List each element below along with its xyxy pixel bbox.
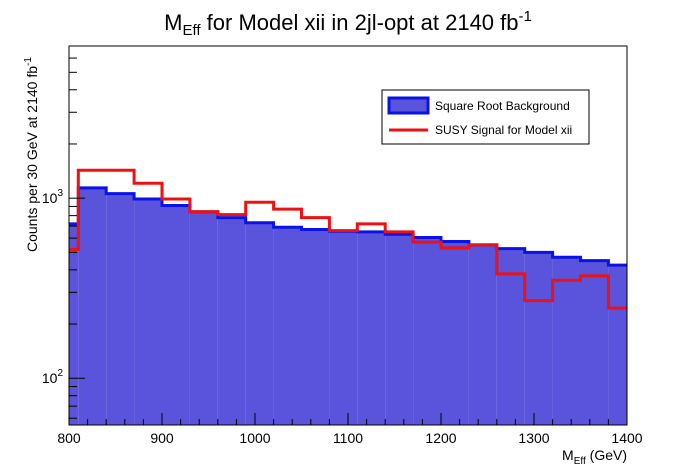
background-bar [106,193,135,425]
signal-line [69,168,627,310]
legend-label-signal: SUSY Signal for Model xii [435,123,572,137]
chart-title: MEff for Model xii in 2jl-opt at 2140 fb… [164,8,532,39]
background-bar [413,237,441,425]
x-axis-label: MEff (GeV) [562,447,627,467]
x-tick-label: 1000 [239,430,270,446]
y-tick-label: 102 [42,368,64,386]
x-tick-label: 1100 [333,430,363,446]
background-bar [245,222,274,425]
background-series [69,186,627,425]
background-bar [189,211,218,425]
x-tick-label: 900 [150,430,174,446]
background-bar [162,205,190,425]
background-bar [273,227,302,425]
legend-label-background: Square Root Background [435,99,570,113]
background-bar [496,248,525,425]
background-bar [552,257,581,425]
background-bar [468,244,497,425]
background-bar [329,231,358,425]
x-axis: 800 900 1000 1100 1200 1300 1400 [57,413,643,446]
y-tick-label: 103 [42,188,64,206]
background-bar [524,252,553,425]
x-tick-label: 1300 [518,430,549,446]
x-tick-label: 1200 [425,430,456,446]
background-bar [441,241,469,425]
legend: Square Root Background SUSY Signal for M… [381,89,590,145]
background-bar [385,234,414,425]
y-axis-label: Counts per 30 GeV at 2140 fb-1 [23,57,40,252]
background-bar [78,187,107,425]
background-bar [301,229,330,425]
background-bar [217,217,246,425]
legend-swatch-background [387,96,430,115]
signal-series [69,168,627,310]
background-bar [134,198,162,425]
background-bar [580,260,609,425]
background-bar [608,265,627,425]
x-tick-label: 800 [57,430,81,446]
x-tick-label: 1400 [611,430,642,446]
y-axis: 102 103 [42,45,85,419]
background-bar [357,231,386,425]
